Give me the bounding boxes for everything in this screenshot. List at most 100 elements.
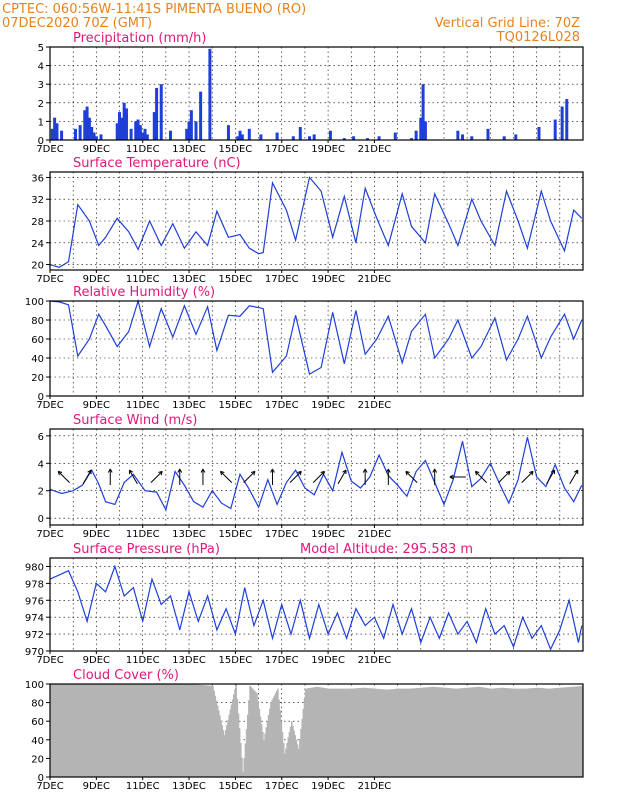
cloud-cover-bar bbox=[478, 686, 481, 777]
cloud-cover-bar bbox=[541, 688, 543, 777]
wind-arrow-head bbox=[432, 468, 438, 473]
cloud-cover-bar bbox=[146, 684, 148, 777]
cloud-cover-bar bbox=[97, 684, 100, 777]
temperature-series-line bbox=[49, 176, 583, 268]
cloud-cover-bar bbox=[572, 686, 575, 777]
cloud-cover-bar bbox=[532, 688, 534, 777]
cloud-cover-bar bbox=[186, 684, 189, 777]
humidity-panel: Relative Humidity (%) 0 20 40 60 80 100 7DEC 9DE… bbox=[25, 285, 584, 411]
precipitation-panel: Precipitation (mm/h) 0 1 2 3 4 5 7DEC 9DEC 11DEC 1… bbox=[36, 31, 584, 155]
humidity-ytick-label: 40 bbox=[31, 354, 44, 365]
cloud-cover-bar bbox=[409, 688, 411, 777]
cloud-cover-bar bbox=[274, 693, 277, 777]
wind-arrow-head bbox=[219, 470, 225, 476]
cloud-cover-bar bbox=[424, 687, 426, 777]
cloud-cover-bar bbox=[296, 744, 299, 777]
cloud-cover-bar bbox=[500, 687, 503, 777]
cloud-cover-bar bbox=[555, 688, 557, 777]
precip-bar bbox=[134, 121, 138, 140]
precip-bar bbox=[456, 130, 460, 140]
cloud-cover-bar bbox=[66, 684, 68, 777]
precip-bar bbox=[90, 126, 94, 140]
cloud-cover-bar bbox=[493, 688, 496, 777]
cloud-cover-bar bbox=[355, 688, 358, 777]
wind-arrow-head bbox=[385, 468, 391, 473]
cloud-cover-bar bbox=[268, 708, 271, 777]
humidity-frame bbox=[49, 300, 584, 397]
cloud-cover-bar bbox=[157, 684, 160, 777]
cloud-cover-bar bbox=[162, 684, 164, 777]
precipitation-xtick-label: 13DEC bbox=[172, 144, 206, 155]
cloud-cover-bar bbox=[237, 713, 240, 777]
cloud-cover-bar bbox=[104, 684, 107, 777]
wind-xtick-label: 11DEC bbox=[126, 529, 160, 540]
wind-arrow-head bbox=[57, 470, 63, 476]
cloud-cover-bar bbox=[251, 688, 254, 777]
temperature-ytick-label: 36 bbox=[31, 173, 44, 184]
cloud-cover-bar bbox=[386, 689, 388, 777]
wind-ytick-label: 2 bbox=[38, 487, 44, 498]
cloud-cover-bar bbox=[578, 686, 580, 777]
cloud-cover-bar bbox=[236, 698, 239, 777]
cloud-cover-bar bbox=[306, 688, 308, 777]
cloud-cover-bar bbox=[405, 688, 408, 777]
cloud-cover-bar bbox=[389, 689, 392, 777]
cloud-cover-bar bbox=[218, 710, 220, 777]
cloud-cover-bar bbox=[212, 685, 214, 777]
cloud-cover-bar bbox=[84, 684, 87, 777]
cloud-cover-bar bbox=[195, 684, 198, 777]
precipitation-xtick-label: 11DEC bbox=[126, 144, 160, 155]
cloud-cover-bar bbox=[403, 688, 405, 777]
cloud-cover-bar bbox=[62, 684, 65, 777]
precipitation-ytick-label: 4 bbox=[38, 62, 44, 73]
cloud-cover-bar bbox=[323, 687, 326, 777]
temperature-title: Surface Temperature (nC) bbox=[73, 156, 241, 171]
cloud-cover-bar bbox=[399, 688, 402, 777]
cloud-cover-bar bbox=[360, 687, 363, 777]
cloud-cover-bar bbox=[370, 688, 373, 777]
cloud-cover-bar bbox=[224, 730, 227, 777]
temperature-ytick-label: 20 bbox=[31, 261, 44, 272]
cloud-cover-bar bbox=[61, 684, 64, 777]
cloud-cover-bar bbox=[278, 699, 280, 777]
cloud-cover-bar bbox=[560, 687, 563, 777]
precip-bar bbox=[514, 134, 518, 140]
cloud-cover-bar bbox=[51, 684, 53, 777]
precip-bar bbox=[377, 136, 381, 140]
humidity-series-line bbox=[49, 298, 583, 376]
cloud-cover-bar bbox=[176, 684, 178, 777]
precip-bar bbox=[159, 84, 163, 140]
precip-bar bbox=[419, 117, 423, 140]
cloud-cover-bar bbox=[183, 684, 185, 777]
precip-bar bbox=[560, 106, 564, 140]
precip-bar bbox=[238, 130, 242, 140]
cloud-cover-bar bbox=[75, 684, 78, 777]
cloud-cover-bar bbox=[417, 687, 419, 777]
cloud-cover-bar bbox=[199, 684, 202, 777]
cloud-cover-bar bbox=[80, 684, 82, 777]
cloud-cover-bar bbox=[114, 684, 117, 777]
cloud-cover-bar bbox=[577, 686, 579, 777]
wind-ytick-label: 6 bbox=[38, 432, 44, 443]
cloud-cover-bar bbox=[70, 684, 73, 777]
precip-bar bbox=[421, 84, 425, 140]
cloud-cover-bar bbox=[91, 684, 94, 777]
temperature-xtick-label: 21DEC bbox=[358, 274, 392, 285]
cloud-cover-bar bbox=[124, 684, 126, 777]
wind-arrow bbox=[475, 470, 488, 484]
cloud-cover-bar bbox=[67, 684, 69, 777]
humidity-xtick-label: 13DEC bbox=[172, 400, 206, 411]
precip-bar bbox=[308, 136, 312, 140]
cloud-cover-bar bbox=[315, 686, 317, 777]
cloud-cover-bar bbox=[150, 684, 153, 777]
cloud-cover-bar bbox=[511, 688, 513, 777]
cloud-cover-bar bbox=[121, 684, 124, 777]
cloud-cover-bar bbox=[172, 684, 175, 777]
wind-xtick-label: 9DEC bbox=[83, 529, 110, 540]
wind-arrow bbox=[243, 470, 256, 484]
cloud-cover-bar bbox=[325, 688, 328, 777]
wind-arrow-head bbox=[250, 470, 256, 476]
precip-bar bbox=[208, 48, 212, 140]
precip-bar bbox=[553, 119, 557, 140]
cloud-cover-bar bbox=[60, 684, 62, 777]
